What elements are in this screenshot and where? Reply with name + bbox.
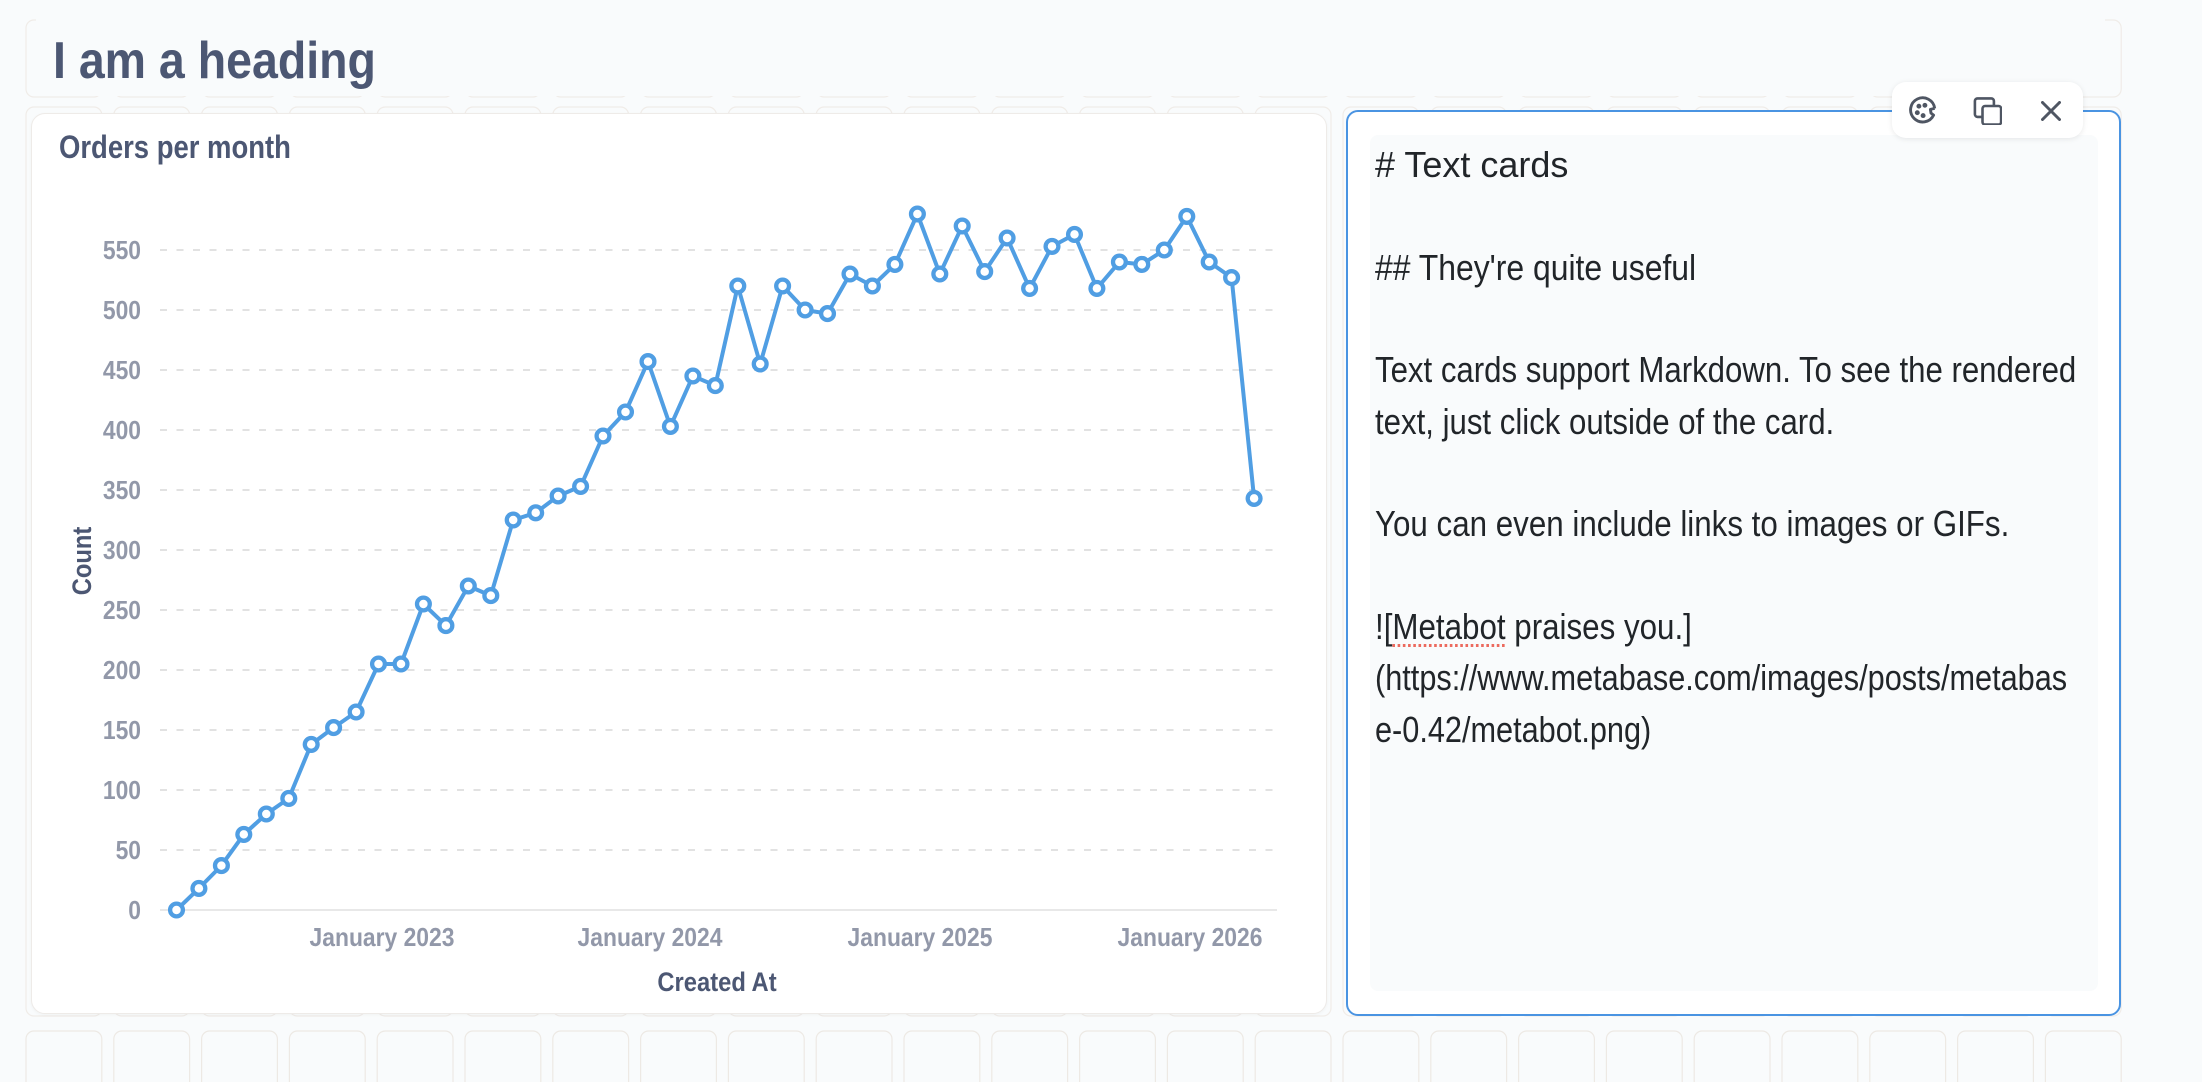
svg-text:450: 450 [103, 357, 141, 386]
svg-text:January 2026: January 2026 [1118, 924, 1263, 953]
svg-text:500: 500 [103, 297, 141, 326]
svg-text:300: 300 [103, 537, 141, 566]
svg-text:100: 100 [103, 777, 141, 806]
svg-text:50: 50 [116, 837, 141, 866]
svg-text:400: 400 [103, 417, 141, 446]
svg-text:January 2025: January 2025 [848, 924, 993, 953]
svg-text:550: 550 [103, 237, 141, 266]
svg-text:January 2024: January 2024 [578, 924, 723, 953]
svg-text:200: 200 [103, 657, 141, 686]
svg-text:350: 350 [103, 477, 141, 506]
svg-text:250: 250 [103, 597, 141, 626]
svg-text:Created At: Created At [657, 968, 777, 998]
svg-text:Count: Count [68, 526, 98, 595]
svg-text:0: 0 [128, 897, 141, 926]
svg-text:150: 150 [103, 717, 141, 746]
svg-text:January 2023: January 2023 [310, 924, 455, 953]
